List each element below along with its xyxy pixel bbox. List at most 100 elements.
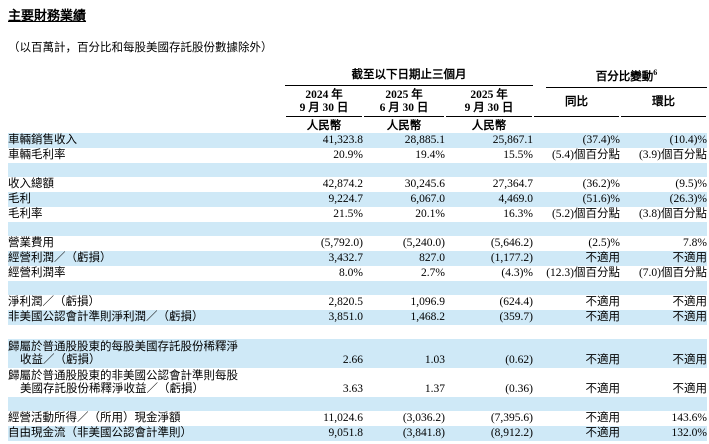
row-label: 經營活動所得／（所用）現金淨額 bbox=[8, 412, 181, 425]
currency-label: 人民幣 bbox=[306, 119, 342, 132]
row-label: 非美國公認會計準則淨利潤／（虧損） bbox=[8, 311, 204, 324]
cell-value: (12.3)個百分點 bbox=[546, 267, 621, 280]
cell-value: 2.66 bbox=[342, 354, 363, 367]
cell-value: (5,646.2) bbox=[490, 237, 534, 250]
cell-value: 7.8% bbox=[683, 237, 708, 250]
cell-value: 1.03 bbox=[424, 354, 445, 367]
empty-corner bbox=[8, 88, 285, 117]
row-label: 經營利潤率 bbox=[8, 267, 66, 280]
empty-corner bbox=[8, 66, 285, 88]
cell-value: (5,240.0) bbox=[402, 237, 445, 250]
cell-value: (37.4)% bbox=[582, 134, 621, 147]
spacer-cell bbox=[8, 163, 707, 177]
cell-value: 9,051.8 bbox=[328, 427, 364, 440]
column-header-qoq: 環比 bbox=[620, 88, 707, 117]
spacer-row bbox=[8, 396, 708, 411]
row-label: 收入總額 bbox=[8, 178, 54, 191]
table-row: 經營利潤率 8.0% 2.7% (4.3)% (12.3)個百分點 (7.0)個百分點 bbox=[8, 266, 707, 281]
table-row: 經營活動所得／（所用）現金淨額 11,024.6 (3,036.2) (7,395.6… bbox=[8, 411, 707, 426]
row-label: 經營利潤／（虧損） bbox=[8, 252, 112, 265]
cell-value: (0.62) bbox=[505, 354, 534, 367]
cell-value: 不適用 bbox=[585, 296, 621, 309]
cell-value: 不適用 bbox=[585, 427, 621, 440]
cell-value: 3,851.0 bbox=[328, 311, 364, 324]
cell-value: 2,820.5 bbox=[328, 296, 364, 309]
cell-value: 3.63 bbox=[342, 383, 363, 396]
cell-value: (51.6)% bbox=[582, 193, 621, 206]
spacer-cell bbox=[8, 222, 707, 236]
cell-value: 30,245.6 bbox=[404, 178, 445, 191]
cell-value: 不適用 bbox=[672, 296, 708, 309]
row-label: 歸屬於普通股股東的非美國公認會計準則每股 美國存託股份稀釋淨收益／（虧損） bbox=[8, 369, 238, 396]
cell-value: 3,432.7 bbox=[328, 252, 364, 265]
table-row: 經營利潤／（虧損） 3,432.7 827.0 (1,177.2) 不適用 不適用 bbox=[8, 250, 708, 266]
footnote-marker: 6 bbox=[653, 68, 658, 77]
cell-value: 不適用 bbox=[585, 252, 621, 265]
cell-value: (5.2)個百分點 bbox=[551, 208, 621, 221]
cell-value: 不適用 bbox=[585, 311, 621, 324]
cell-value: (3.8)個百分點 bbox=[638, 208, 708, 221]
period-group-label: 截至以下日期止三個月 bbox=[351, 68, 467, 81]
cell-value: (624.4) bbox=[499, 296, 534, 309]
table-row: 歸屬於普通股股東的非美國公認會計準則每股 美國存託股份稀釋淨收益／（虧損） 3.63… bbox=[8, 368, 707, 397]
row-label: 毛利 bbox=[8, 193, 31, 206]
cell-value: (2.5)% bbox=[588, 237, 621, 250]
cell-value: (7.0)個百分點 bbox=[638, 267, 708, 280]
cell-value: (1,177.2) bbox=[490, 252, 534, 265]
cell-value: 不適用 bbox=[585, 412, 621, 425]
cell-value: 6,067.0 bbox=[410, 193, 446, 206]
table-row: 非美國公認會計準則淨利潤／（虧損） 3,851.0 1,468.2 (359.7) 不適… bbox=[8, 309, 708, 325]
cell-value: 132.0% bbox=[671, 427, 708, 440]
cell-value: 20.1% bbox=[415, 208, 445, 221]
table-row: 自由現金流（非美國公認會計準則） 9,051.8 (3,841.8) (8,912.2… bbox=[8, 425, 708, 441]
table-row: 毛利率 21.5% 20.1% 16.3% (5.2)個百分點 (3.8)個百分點 bbox=[8, 207, 707, 222]
cell-value: (5,792.0) bbox=[320, 237, 363, 250]
table-row: 車輛銷售收入 41,323.8 28,885.1 25,867.1 (37.4)% (10… bbox=[8, 132, 708, 148]
cell-value: 1.37 bbox=[424, 383, 445, 396]
cell-value: 21.5% bbox=[333, 208, 363, 221]
cell-value: 不適用 bbox=[585, 383, 621, 396]
cell-value: 不適用 bbox=[672, 311, 708, 324]
cell-value: (0.36) bbox=[505, 383, 534, 396]
spacer-cell bbox=[8, 397, 707, 411]
spacer-row bbox=[8, 280, 708, 295]
cell-value: (3,841.8) bbox=[402, 427, 445, 440]
cell-value: (9.5)% bbox=[675, 178, 708, 191]
cell-value: 42,874.2 bbox=[322, 178, 363, 191]
cell-value: 827.0 bbox=[419, 252, 445, 265]
row-label: 車輛銷售收入 bbox=[8, 134, 77, 147]
cell-value: 20.9% bbox=[333, 149, 363, 162]
row-label: 營業費用 bbox=[8, 237, 54, 250]
units-note: （以百萬計，百分比和每股美國存託股份數據除外） bbox=[8, 42, 273, 54]
period-group-header: 截至以下日期止三個月 bbox=[285, 66, 534, 88]
cell-value: 9,224.7 bbox=[328, 193, 364, 206]
cell-value: (3,036.2) bbox=[402, 412, 445, 425]
cell-value: 143.6% bbox=[671, 412, 708, 425]
cell-value: (8,912.2) bbox=[490, 427, 534, 440]
page-title: 主要財務業績 bbox=[8, 8, 87, 23]
cell-value: 19.4% bbox=[415, 149, 445, 162]
cell-value: 8.0% bbox=[339, 267, 363, 280]
row-label: 淨利潤／（虧損） bbox=[8, 296, 100, 309]
currency-label: 人民幣 bbox=[471, 119, 507, 132]
spacer-row bbox=[8, 162, 708, 177]
spacer-cell bbox=[8, 281, 707, 295]
cell-value: 不適用 bbox=[585, 354, 621, 367]
table-row: 毛利 9,224.7 6,067.0 4,469.0 (51.6)% (26.3)% bbox=[8, 191, 708, 207]
spacer-row bbox=[8, 221, 708, 236]
table-row: 歸屬於普通股股東的每股美國存託股份稀釋淨 收益／（虧損） 2.66 1.03 (0.62… bbox=[8, 338, 708, 368]
cell-value: 不適用 bbox=[672, 354, 708, 367]
cell-value: 15.5% bbox=[503, 149, 534, 162]
percent-change-label: 百分比變動 bbox=[595, 70, 654, 83]
cell-value: 1,468.2 bbox=[410, 311, 446, 324]
spacer-cell bbox=[8, 325, 707, 339]
cell-value: (26.3)% bbox=[669, 193, 708, 206]
percent-change-group-header: 百分比變動6 bbox=[533, 66, 708, 88]
cell-value: 28,885.1 bbox=[404, 134, 445, 147]
